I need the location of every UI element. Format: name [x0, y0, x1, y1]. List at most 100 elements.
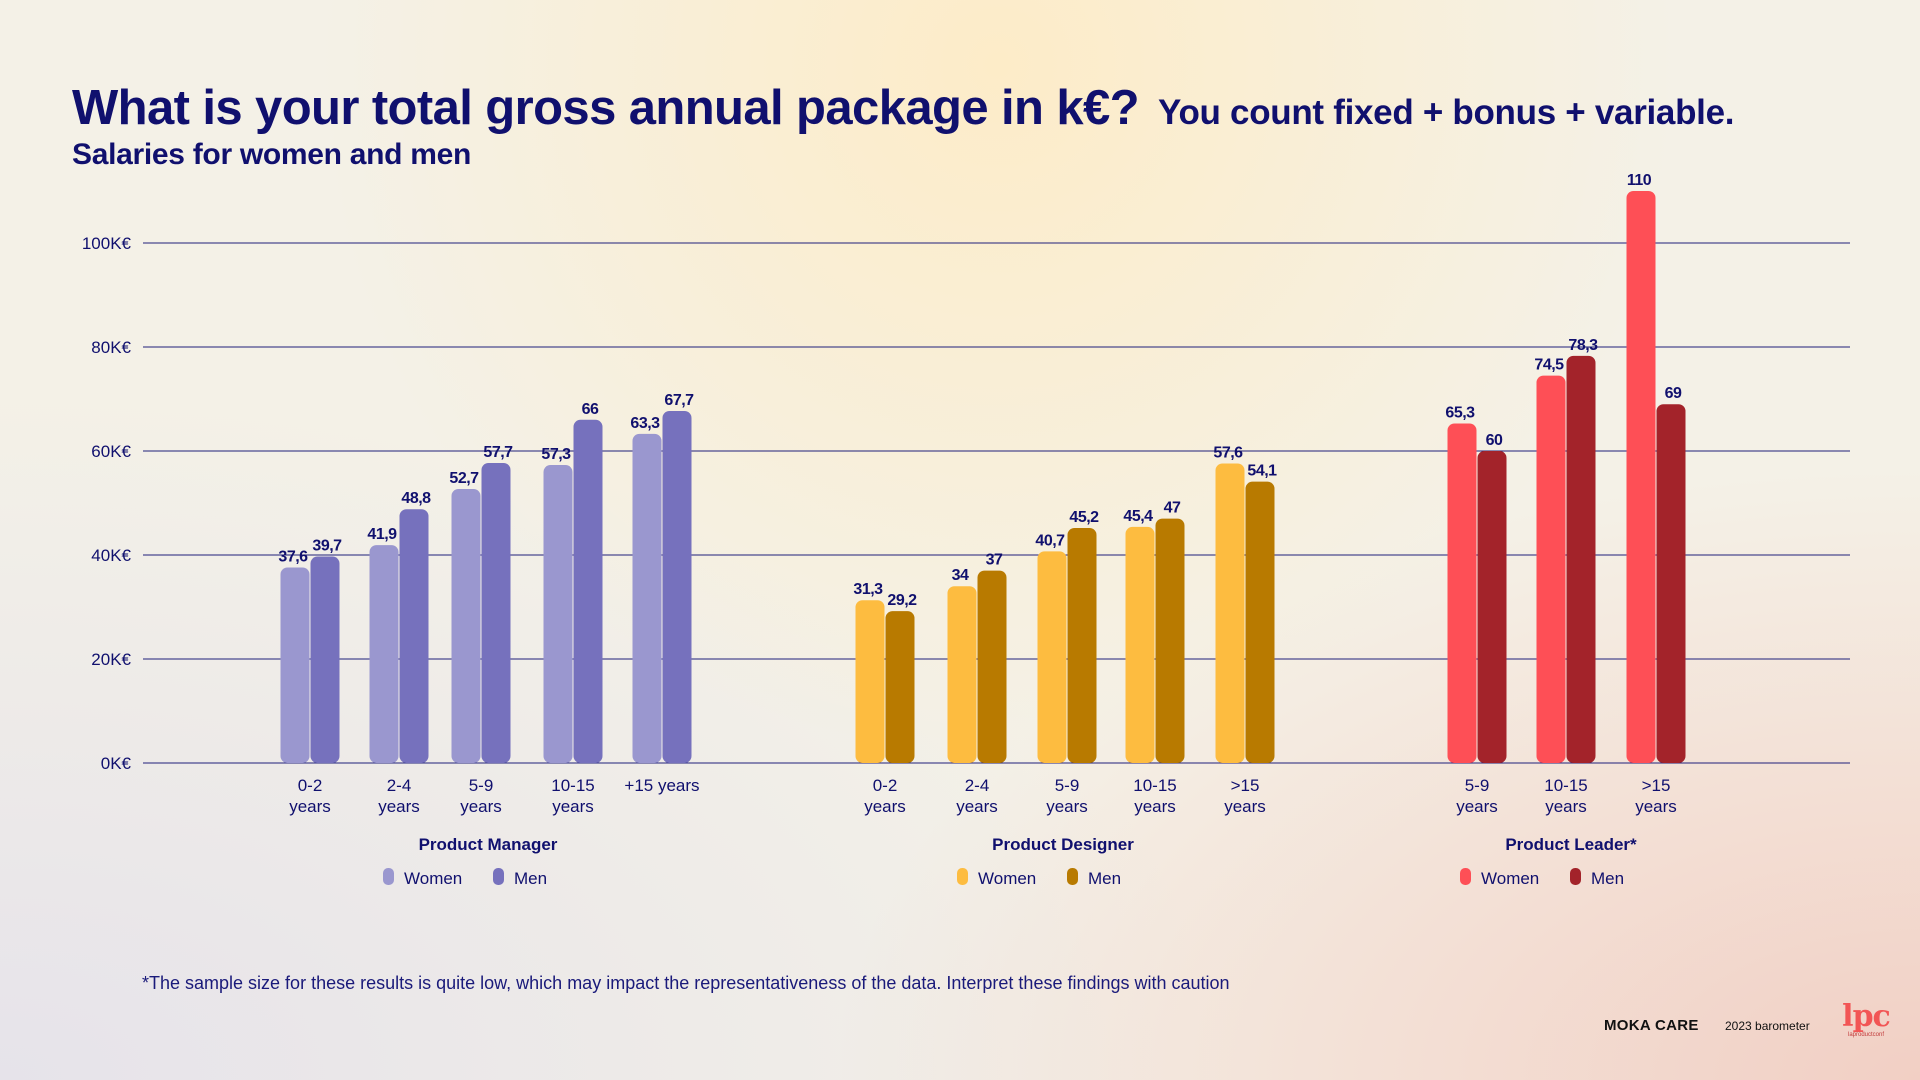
bar-women [1037, 551, 1067, 763]
x-tick-label: years [1046, 797, 1088, 816]
data-label-women: 57,6 [1213, 444, 1243, 461]
bar-women [1447, 423, 1477, 763]
legend-label-men: Men [514, 869, 547, 888]
y-tick-label: 100K€ [82, 234, 132, 253]
data-label-men: 69 [1665, 385, 1682, 402]
x-tick-label: 0-2 [298, 776, 323, 795]
bar-men [1245, 481, 1275, 763]
bar-men [1155, 518, 1185, 763]
y-tick-label: 60K€ [91, 442, 131, 461]
bar-women [369, 545, 399, 763]
bar-men [1477, 451, 1507, 763]
chart-subtitle: Salaries for women and men [72, 138, 471, 171]
lpc-logo: lpc laproductconf [1838, 1002, 1894, 1039]
data-label-men: 54,1 [1247, 463, 1277, 480]
bar-women [947, 586, 977, 763]
x-tick-label: years [378, 797, 420, 816]
barometer-label: 2023 barometer [1725, 1019, 1810, 1033]
data-label-women: 110 [1627, 172, 1652, 189]
bar-men [310, 556, 340, 763]
y-tick-label: 40K€ [91, 546, 131, 565]
bar-women [1536, 375, 1566, 763]
legend-swatch-women [1460, 868, 1471, 885]
footnote: *The sample size for these results is qu… [142, 973, 1230, 993]
x-tick-label: >15 [1231, 776, 1260, 795]
bar-women [632, 433, 662, 763]
bar-men [1067, 527, 1097, 763]
legend-label-men: Men [1591, 869, 1624, 888]
legend-swatch-women [957, 868, 968, 885]
group-title: Product Leader* [1505, 835, 1637, 854]
data-label-men: 60 [1486, 432, 1503, 449]
data-label-women: 34 [952, 567, 969, 584]
data-label-women: 37,6 [278, 548, 308, 565]
bar-men [399, 509, 429, 763]
y-tick-label: 80K€ [91, 338, 131, 357]
x-tick-label: 10-15 [1544, 776, 1587, 795]
x-tick-label: 5-9 [1465, 776, 1490, 795]
x-tick-label: years [289, 797, 331, 816]
x-tick-label: years [864, 797, 906, 816]
bar-women [855, 600, 885, 763]
brand-name: MOKA CARE [1604, 1017, 1699, 1034]
data-label-men: 47 [1164, 500, 1181, 517]
data-label-men: 39,7 [312, 538, 342, 555]
group-title: Product Manager [419, 835, 558, 854]
x-tick-label: years [1635, 797, 1677, 816]
legend-swatch-women [383, 868, 394, 885]
bar-men [1656, 404, 1686, 763]
bar-women [280, 567, 310, 763]
bar-women [1125, 526, 1155, 763]
bar-men [977, 570, 1007, 763]
title-sub: You count fixed + bonus + variable. [1158, 93, 1735, 132]
y-tick-label: 20K€ [91, 650, 131, 669]
bar-women [1215, 463, 1245, 763]
data-label-men: 48,8 [401, 490, 431, 507]
x-tick-label: years [1224, 797, 1266, 816]
data-label-women: 31,3 [853, 581, 883, 598]
bar-women [451, 488, 481, 763]
x-tick-label: 5-9 [469, 776, 494, 795]
legend-label-men: Men [1088, 869, 1121, 888]
data-label-women: 45,4 [1123, 508, 1153, 525]
bar-men [662, 410, 692, 763]
legend-label-women: Women [1481, 869, 1539, 888]
logo-subtext: laproductconf [1847, 1032, 1885, 1038]
data-label-women: 52,7 [449, 470, 479, 487]
data-label-men: 57,7 [483, 444, 513, 461]
x-tick-label: years [956, 797, 998, 816]
x-tick-label: 10-15 [551, 776, 594, 795]
x-tick-label: years [1134, 797, 1176, 816]
data-label-men: 45,2 [1069, 509, 1099, 526]
bar-women [543, 465, 573, 763]
legend-label-women: Women [404, 869, 462, 888]
group-title: Product Designer [992, 835, 1134, 854]
x-tick-label: years [1545, 797, 1587, 816]
title-main: What is your total gross annual package … [72, 81, 1140, 135]
data-label-men: 37 [986, 552, 1003, 569]
data-label-women: 41,9 [367, 526, 397, 543]
title-block: What is your total gross annual package … [72, 80, 1872, 172]
x-tick-label: years [460, 797, 502, 816]
bar-men [481, 462, 511, 763]
legend-label-women: Women [978, 869, 1036, 888]
x-tick-label: 10-15 [1133, 776, 1176, 795]
chart-title: What is your total gross annual package … [72, 80, 1872, 136]
x-tick-label: years [1456, 797, 1498, 816]
x-tick-label: 5-9 [1055, 776, 1080, 795]
x-tick-label: 2-4 [965, 776, 990, 795]
data-label-women: 65,3 [1445, 404, 1475, 421]
data-label-women: 63,3 [630, 415, 660, 432]
data-label-men: 67,7 [664, 392, 694, 409]
x-tick-label: >15 [1642, 776, 1671, 795]
data-label-women: 40,7 [1035, 532, 1065, 549]
data-label-women: 74,5 [1534, 357, 1564, 374]
data-label-men: 29,2 [887, 592, 917, 609]
bar-men [1566, 355, 1596, 763]
legend-swatch-men [1067, 868, 1078, 885]
data-label-men: 66 [582, 401, 599, 418]
x-tick-label: 0-2 [873, 776, 898, 795]
bar-men [573, 419, 603, 763]
bar-women [1626, 191, 1656, 763]
